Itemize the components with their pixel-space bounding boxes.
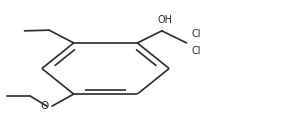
Text: Cl: Cl (192, 46, 201, 56)
Text: O: O (40, 101, 48, 111)
Text: OH: OH (157, 15, 172, 25)
Text: Cl: Cl (192, 28, 201, 38)
